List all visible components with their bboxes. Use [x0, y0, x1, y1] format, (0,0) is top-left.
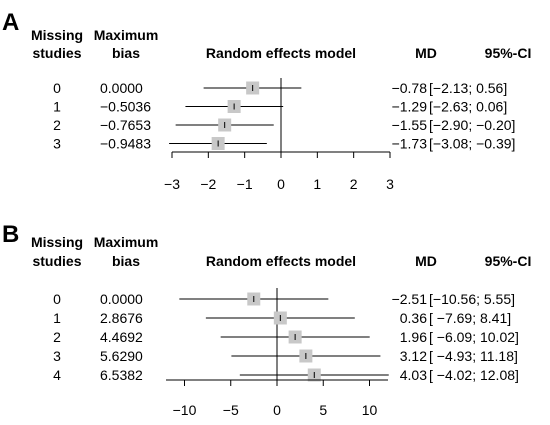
header-model: Random effects model: [206, 45, 356, 61]
md-value: 4.03: [400, 367, 427, 383]
maximum-bias-value: 6.5382: [100, 367, 143, 383]
ci-value: [ −7.69; 8.41]: [429, 310, 511, 326]
missing-studies-value: 3: [53, 136, 61, 152]
md-value: −1.29: [392, 99, 428, 115]
header-missing: Missing: [31, 27, 83, 43]
x-tick-label: 0: [277, 176, 285, 192]
x-tick-label: −2: [200, 176, 216, 192]
panel-b: [166, 288, 389, 386]
md-value: −1.55: [392, 117, 428, 133]
panel-label: A: [2, 9, 19, 36]
x-tick-label: 3: [386, 176, 394, 192]
missing-studies-value: 3: [53, 348, 61, 364]
md-value: 1.96: [400, 329, 427, 345]
x-tick-label: −5: [223, 402, 239, 418]
x-tick-label: −1: [237, 176, 253, 192]
maximum-bias-value: −0.9483: [100, 136, 151, 152]
header-bias: bias: [112, 253, 140, 269]
header-md: MD: [415, 45, 437, 61]
md-value: −0.78: [392, 80, 428, 96]
ci-value: [−2.63; 0.06]: [429, 99, 507, 115]
header-studies: studies: [32, 45, 81, 61]
header-model: Random effects model: [206, 253, 356, 269]
maximum-bias-value: −0.5036: [100, 99, 151, 115]
header-md: MD: [415, 253, 437, 269]
ci-value: [ −4.02; 12.08]: [429, 367, 519, 383]
ci-value: [ −4.93; 11.18]: [429, 348, 518, 364]
missing-studies-value: 0: [53, 291, 61, 307]
missing-studies-value: 4: [53, 367, 61, 383]
x-tick-label: 1: [313, 176, 321, 192]
x-tick-label: 10: [362, 402, 378, 418]
x-tick-label: −10: [173, 402, 197, 418]
missing-studies-value: 0: [53, 80, 61, 96]
x-tick-label: −3: [164, 176, 180, 192]
ci-value: [−2.90; −0.20]: [429, 117, 515, 133]
md-value: −1.73: [392, 136, 428, 152]
ci-value: [−3.08; −0.39]: [429, 136, 515, 152]
missing-studies-value: 2: [53, 329, 61, 345]
maximum-bias-value: 2.8676: [100, 310, 143, 326]
maximum-bias-value: 5.6290: [100, 348, 143, 364]
header-studies: studies: [32, 253, 81, 269]
ci-value: [−10.56; 5.55]: [429, 291, 515, 307]
x-tick-label: 0: [273, 402, 281, 418]
header-maximum: Maximum: [94, 27, 159, 43]
maximum-bias-value: 0.0000: [100, 291, 143, 307]
missing-studies-value: 1: [53, 310, 61, 326]
panel-label: B: [2, 221, 19, 248]
x-tick-label: 5: [319, 402, 327, 418]
maximum-bias-value: 0.0000: [100, 80, 143, 96]
maximum-bias-value: −0.7653: [100, 117, 151, 133]
header-maximum: Maximum: [94, 234, 159, 250]
header-missing: Missing: [31, 234, 83, 250]
missing-studies-value: 2: [53, 117, 61, 133]
missing-studies-value: 1: [53, 99, 61, 115]
md-value: 0.36: [400, 310, 427, 326]
x-tick-label: 2: [350, 176, 358, 192]
md-value: 3.12: [400, 348, 427, 364]
ci-value: [ −6.09; 10.02]: [429, 329, 519, 345]
md-value: −2.51: [392, 291, 428, 307]
ci-value: [−2.13; 0.56]: [429, 80, 507, 96]
panel-a: [169, 78, 391, 158]
header-ci: 95%-CI: [485, 45, 532, 61]
header-bias: bias: [112, 45, 140, 61]
maximum-bias-value: 4.4692: [100, 329, 143, 345]
header-ci: 95%-CI: [485, 253, 532, 269]
